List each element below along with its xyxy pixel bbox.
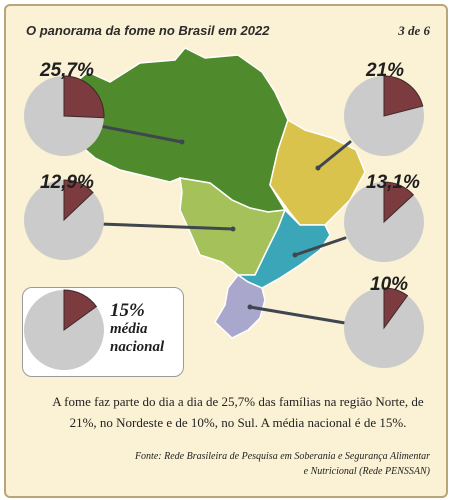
- pie-centro-oeste: [24, 179, 104, 260]
- leader-line-norte: [93, 123, 184, 144]
- map-region-sul: [214, 273, 266, 339]
- label-norte: 25,7%: [39, 60, 94, 81]
- chart-title: O panorama da fome no Brasil em 2022: [26, 23, 270, 38]
- pie-nordeste-slice: [383, 75, 424, 117]
- label-centro-oeste: 12,9%: [40, 172, 94, 193]
- leader-line-sul: [248, 305, 347, 325]
- leader-dots: [179, 139, 321, 310]
- pie-nordeste: [344, 75, 424, 156]
- leader-line-sudeste: [293, 236, 347, 257]
- label-sudeste: 13,1%: [366, 172, 420, 193]
- pie-norte-slice: [63, 75, 105, 119]
- pie-sudeste-slice: [383, 181, 415, 224]
- leader-dot-nordeste: [315, 165, 321, 171]
- page-indicator: 3 de 6: [398, 23, 430, 38]
- brazil-map: [59, 47, 366, 339]
- leader-lines: [93, 123, 352, 325]
- label-sul: 10%: [370, 274, 408, 295]
- pie-sudeste: [344, 181, 424, 262]
- map-region-nordeste: [269, 118, 366, 226]
- caption-text: A fome faz parte do dia a dia de 25,7% d…: [52, 394, 424, 430]
- pie-norte: [24, 75, 105, 156]
- pie-centro-oeste-slice: [63, 179, 94, 222]
- pie-sul: [344, 287, 424, 368]
- pie-sul-slice: [383, 287, 409, 330]
- leader-dot-sul: [247, 304, 253, 310]
- leader-dot-centro-oeste: [230, 226, 236, 232]
- leader-dot-norte: [179, 139, 185, 145]
- source-text: Fonte: Rede Brasileira de Pesquisa em So…: [134, 451, 430, 477]
- leader-line-nordeste: [316, 140, 352, 170]
- national-average-label: média nacional: [110, 321, 165, 355]
- leader-dot-sudeste: [292, 252, 298, 258]
- national-average-value: 15%: [110, 300, 145, 321]
- leader-line-centro-oeste: [98, 222, 235, 231]
- label-nordeste: 21%: [365, 60, 404, 81]
